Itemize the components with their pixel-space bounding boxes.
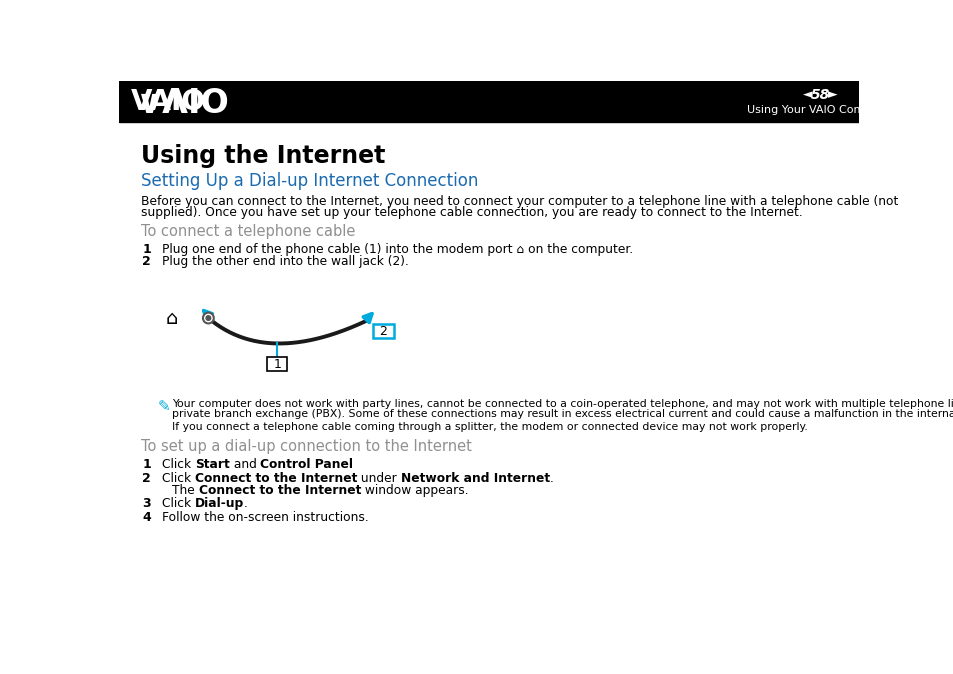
Text: under: under [356, 472, 400, 485]
Text: .: . [244, 497, 248, 510]
Text: ►: ► [827, 88, 837, 101]
Text: ⌂: ⌂ [166, 309, 178, 328]
Text: Using the Internet: Using the Internet [141, 144, 385, 168]
Text: ∨ΛΙΟ: ∨ΛΙΟ [136, 88, 230, 121]
Text: Setting Up a Dial-up Internet Connection: Setting Up a Dial-up Internet Connection [141, 172, 477, 190]
Circle shape [206, 315, 211, 320]
Text: 3: 3 [142, 497, 151, 510]
Text: ✎: ✎ [158, 399, 171, 414]
Text: To set up a dial-up connection to the Internet: To set up a dial-up connection to the In… [141, 439, 472, 454]
Text: Control Panel: Control Panel [260, 458, 353, 471]
Text: and: and [230, 458, 260, 471]
Text: Start: Start [194, 458, 230, 471]
Text: If you connect a telephone cable coming through a splitter, the modem or connect: If you connect a telephone cable coming … [172, 422, 807, 432]
Text: Click: Click [162, 472, 194, 485]
Text: supplied). Once you have set up your telephone cable connection, you are ready t: supplied). Once you have set up your tel… [141, 206, 801, 218]
Text: The: The [172, 483, 198, 497]
Text: 4: 4 [142, 510, 152, 524]
Text: private branch exchange (PBX). Some of these connections may result in excess el: private branch exchange (PBX). Some of t… [172, 409, 953, 419]
Text: 1: 1 [142, 458, 152, 471]
Text: Connect to the Internet: Connect to the Internet [194, 472, 356, 485]
Text: ◄: ◄ [802, 88, 812, 101]
Bar [373, 324, 394, 338]
Text: 1: 1 [142, 243, 152, 255]
Text: Connect to the Internet: Connect to the Internet [198, 483, 360, 497]
Text: Dial-up: Dial-up [194, 497, 244, 510]
Text: Plug the other end into the wall jack (2).: Plug the other end into the wall jack (2… [162, 255, 408, 268]
Circle shape [203, 313, 213, 324]
Text: Using Your VAIO Computer: Using Your VAIO Computer [746, 105, 893, 115]
Text: window appears.: window appears. [360, 483, 468, 497]
Text: Click: Click [162, 497, 194, 510]
Text: Before you can connect to the Internet, you need to connect your computer to a t: Before you can connect to the Internet, … [141, 195, 898, 208]
Text: VAIO: VAIO [131, 88, 206, 116]
Text: 2: 2 [142, 472, 152, 485]
Bar [267, 357, 287, 371]
Text: Plug one end of the phone cable (1) into the modem port ⌂ on the computer.: Plug one end of the phone cable (1) into… [162, 243, 633, 255]
Text: 2: 2 [142, 255, 152, 268]
Text: Your computer does not work with party lines, cannot be connected to a coin-oper: Your computer does not work with party l… [172, 399, 953, 409]
Bar [119, 81, 858, 123]
Text: Follow the on-screen instructions.: Follow the on-screen instructions. [162, 510, 368, 524]
Text: 2: 2 [379, 325, 387, 338]
Text: To connect a telephone cable: To connect a telephone cable [141, 224, 355, 239]
Text: .: . [550, 472, 554, 485]
Text: Network and Internet: Network and Internet [400, 472, 550, 485]
Text: Click: Click [162, 458, 194, 471]
Text: 58: 58 [810, 88, 829, 102]
Text: 1: 1 [273, 358, 281, 371]
